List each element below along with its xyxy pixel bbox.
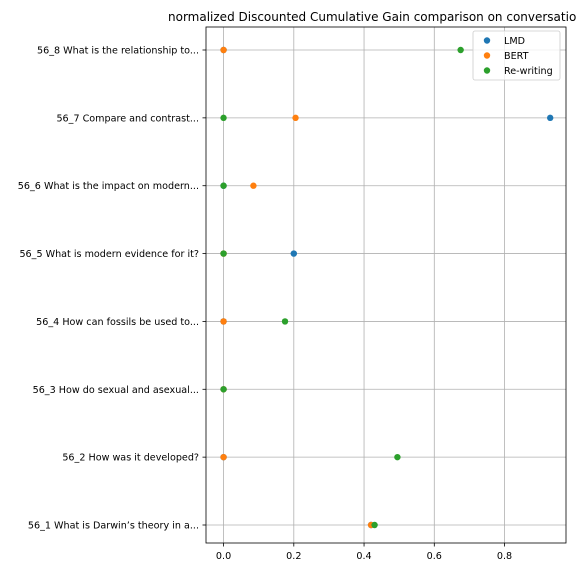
point-bert xyxy=(220,46,227,54)
plot-frame xyxy=(205,26,567,544)
data-points xyxy=(220,46,554,529)
point-re-writing xyxy=(394,453,401,461)
y-tick-label: 56_8 What is the relationship to... xyxy=(37,46,199,57)
legend-marker-lmd xyxy=(483,37,491,44)
axis-ticks: 0.0 0.2 0.4 0.6 0.8 56_1 What is Darwin’s the… xyxy=(18,46,512,563)
y-tick-label: 56_2 How was it developed? xyxy=(62,453,199,464)
legend-box xyxy=(472,30,561,81)
point-re-writing xyxy=(220,386,227,393)
point-lmd xyxy=(290,250,298,257)
y-tick-label: 56_7 Compare and contrast... xyxy=(56,113,199,124)
plot-border xyxy=(205,26,567,544)
point-lmd xyxy=(546,114,554,122)
x-tick-label: 0.6 xyxy=(427,551,442,562)
legend-marker-re-writing xyxy=(483,67,491,74)
y-tick-label: 56_1 What is Darwin’s theory in a... xyxy=(28,521,199,532)
legend-label-bert: BERT xyxy=(504,51,529,62)
point-bert xyxy=(220,453,227,461)
x-tick-label: 0.0 xyxy=(216,551,231,562)
x-tick-label: 0.4 xyxy=(356,551,371,562)
point-re-writing xyxy=(457,46,464,54)
y-tick-label: 56_5 What is modern evidence for it? xyxy=(19,249,199,260)
y-tick-label: 56_3 How do sexual and asexual... xyxy=(33,385,199,396)
point-re-writing xyxy=(220,182,227,189)
x-tick-label: 0.8 xyxy=(497,551,512,562)
y-tick-label: 56_4 How can fossils be used to... xyxy=(36,317,199,328)
legend-label-lmd: LMD xyxy=(504,36,525,47)
legend-label-re-writing: Re-writing xyxy=(504,66,553,77)
chart-title: normalized Discounted Cumulative Gain co… xyxy=(168,10,576,24)
point-re-writing xyxy=(281,318,289,325)
legend: LMD BERT Re-writing xyxy=(472,30,561,81)
y-tick-label: 56_6 What is the impact on modern... xyxy=(18,181,199,192)
point-bert xyxy=(250,182,257,189)
point-bert xyxy=(292,114,299,122)
legend-marker-bert xyxy=(483,52,491,59)
point-bert xyxy=(220,318,227,325)
x-tick-label: 0.2 xyxy=(286,551,301,562)
point-re-writing xyxy=(371,521,378,529)
point-re-writing xyxy=(220,114,227,122)
point-re-writing xyxy=(220,250,227,257)
